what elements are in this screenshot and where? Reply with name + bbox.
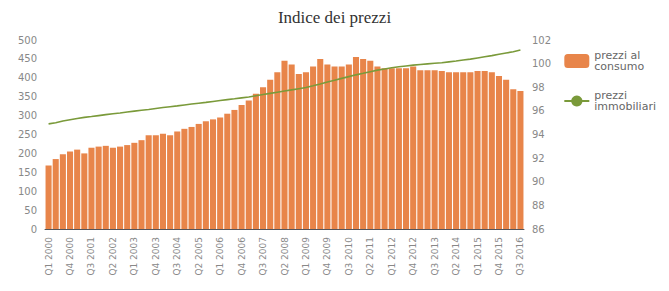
svg-text:Q1 2000: Q1 2000 xyxy=(44,237,54,276)
svg-text:prezzi al: prezzi al xyxy=(594,49,641,62)
svg-text:150: 150 xyxy=(18,167,37,178)
svg-text:Q3 2013: Q3 2013 xyxy=(430,237,440,276)
svg-text:Q2 2011: Q2 2011 xyxy=(365,237,375,276)
svg-text:Q1 2012: Q1 2012 xyxy=(387,237,397,276)
svg-text:200: 200 xyxy=(18,148,37,159)
svg-text:Q2 2002: Q2 2002 xyxy=(108,237,118,276)
svg-text:Q3 2016: Q3 2016 xyxy=(515,237,525,276)
svg-text:Q2 2008: Q2 2008 xyxy=(280,237,290,276)
svg-text:Q2 2014: Q2 2014 xyxy=(451,237,461,276)
svg-text:Q3 2001: Q3 2001 xyxy=(86,237,96,276)
svg-text:100: 100 xyxy=(532,58,551,69)
svg-text:50: 50 xyxy=(24,205,37,216)
svg-text:98: 98 xyxy=(532,82,545,93)
svg-text:Q4 2012: Q4 2012 xyxy=(408,237,418,276)
svg-text:Q2 2005: Q2 2005 xyxy=(194,237,204,276)
svg-text:90: 90 xyxy=(532,176,545,187)
svg-text:Q3 2004: Q3 2004 xyxy=(172,237,182,276)
svg-text:400: 400 xyxy=(18,72,37,83)
svg-text:Q4 2015: Q4 2015 xyxy=(494,237,504,276)
svg-text:88: 88 xyxy=(532,200,545,211)
svg-text:96: 96 xyxy=(532,105,545,116)
svg-text:immobiliari: immobiliari xyxy=(594,100,656,113)
svg-text:consumo: consumo xyxy=(594,60,644,73)
svg-text:Q1 2006: Q1 2006 xyxy=(215,237,225,276)
svg-text:Q3 2007: Q3 2007 xyxy=(258,237,268,276)
svg-text:86: 86 xyxy=(532,224,545,235)
svg-text:94: 94 xyxy=(532,129,545,140)
svg-text:350: 350 xyxy=(18,91,37,102)
svg-text:300: 300 xyxy=(18,110,37,121)
svg-text:Q4 2000: Q4 2000 xyxy=(65,237,75,276)
svg-text:Q4 2006: Q4 2006 xyxy=(237,237,247,276)
svg-text:Q1 2003: Q1 2003 xyxy=(129,237,139,276)
svg-text:Q1 2009: Q1 2009 xyxy=(301,237,311,276)
svg-text:prezzi: prezzi xyxy=(594,89,627,102)
svg-text:92: 92 xyxy=(532,153,545,164)
svg-text:Indice dei prezzi: Indice dei prezzi xyxy=(278,8,392,27)
svg-text:Q1 2015: Q1 2015 xyxy=(473,237,483,276)
svg-text:102: 102 xyxy=(532,35,551,46)
svg-text:Q4 2009: Q4 2009 xyxy=(322,237,332,276)
svg-text:0: 0 xyxy=(31,224,37,235)
svg-text:450: 450 xyxy=(18,53,37,64)
svg-text:500: 500 xyxy=(18,35,37,46)
svg-text:100: 100 xyxy=(18,186,37,197)
svg-text:250: 250 xyxy=(18,129,37,140)
svg-text:Q3 2010: Q3 2010 xyxy=(344,237,354,276)
svg-text:Q4 2003: Q4 2003 xyxy=(151,237,161,276)
